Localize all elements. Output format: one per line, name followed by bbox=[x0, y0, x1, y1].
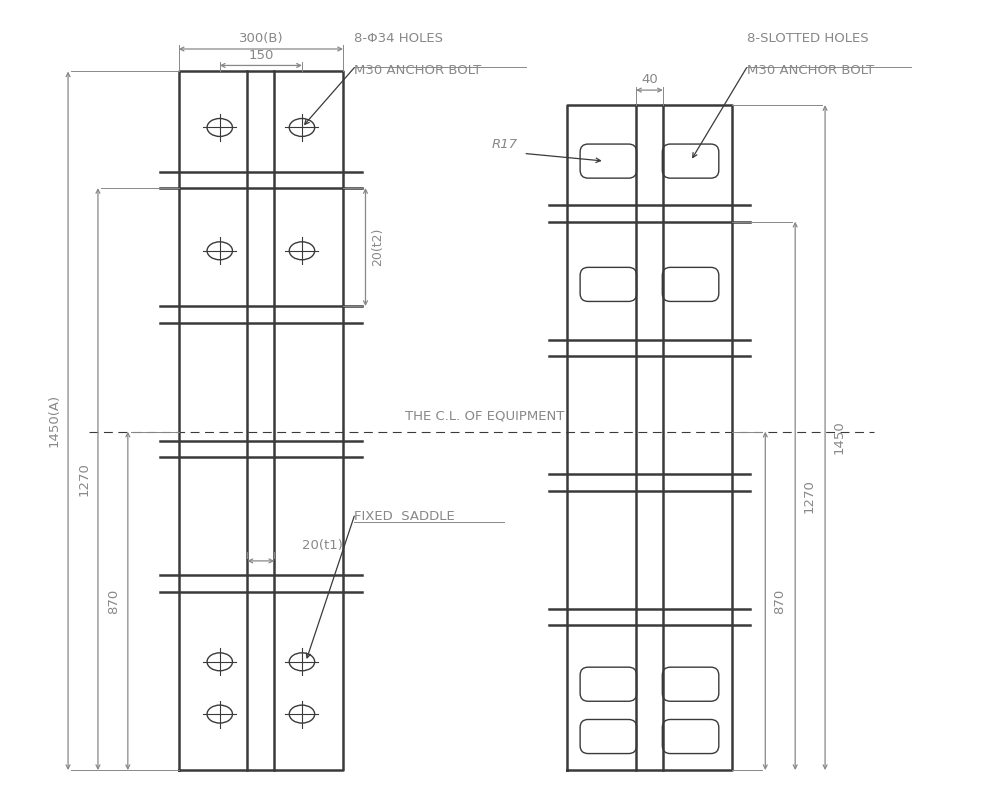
Text: 1270: 1270 bbox=[803, 479, 816, 513]
Text: M30 ANCHOR BOLT: M30 ANCHOR BOLT bbox=[354, 64, 482, 77]
Text: 20(t2): 20(t2) bbox=[371, 228, 384, 266]
Text: 1450: 1450 bbox=[833, 421, 846, 454]
Text: 870: 870 bbox=[773, 588, 786, 614]
Text: 870: 870 bbox=[107, 588, 120, 614]
Text: 8-SLOTTED HOLES: 8-SLOTTED HOLES bbox=[747, 33, 868, 45]
Text: 8-Φ34 HOLES: 8-Φ34 HOLES bbox=[354, 33, 443, 45]
Text: 150: 150 bbox=[248, 48, 274, 62]
Text: THE C.L. OF EQUIPMENT: THE C.L. OF EQUIPMENT bbox=[405, 410, 565, 423]
Text: R17: R17 bbox=[491, 138, 517, 151]
Text: 1270: 1270 bbox=[77, 462, 90, 496]
Text: 20(t1): 20(t1) bbox=[302, 539, 343, 552]
Text: 300(B): 300(B) bbox=[239, 32, 283, 44]
Text: 1450(A): 1450(A) bbox=[48, 394, 61, 447]
Text: M30 ANCHOR BOLT: M30 ANCHOR BOLT bbox=[747, 64, 874, 77]
Text: FIXED  SADDLE: FIXED SADDLE bbox=[354, 510, 455, 523]
Text: 40: 40 bbox=[641, 74, 658, 86]
